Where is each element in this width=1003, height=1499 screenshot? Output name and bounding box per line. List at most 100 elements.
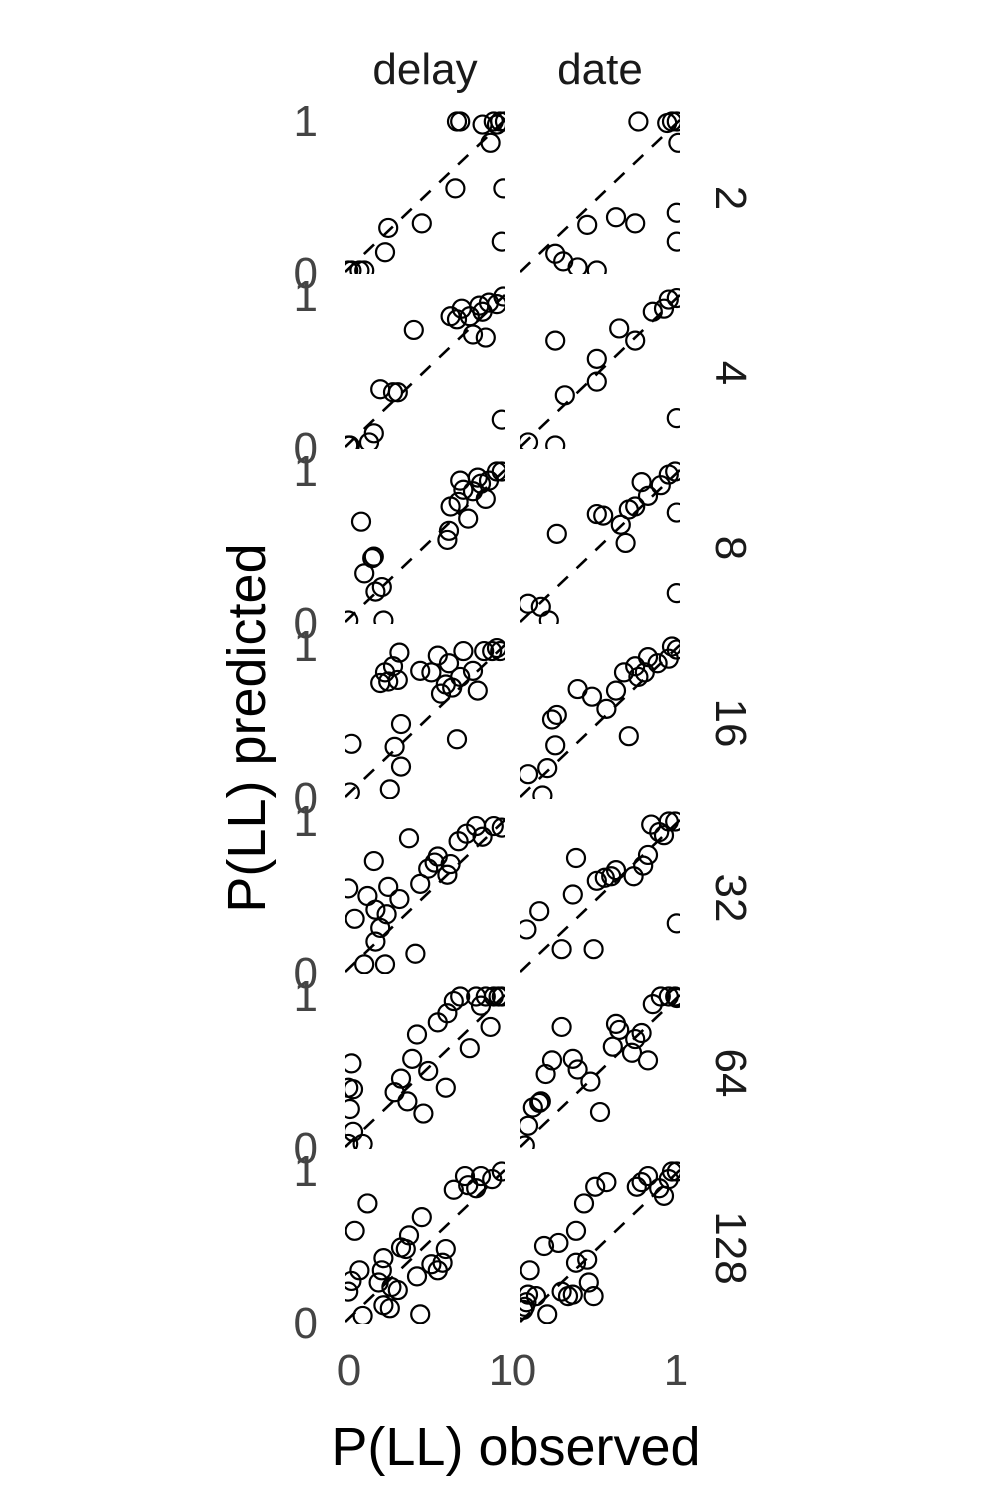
panel-date-128 [520, 1161, 680, 1324]
data-point [450, 111, 471, 132]
data-point [365, 899, 386, 920]
data-point [390, 713, 412, 735]
data-point [389, 642, 410, 663]
data-point [453, 479, 474, 500]
panel-delay-2 [345, 111, 505, 274]
data-point [446, 729, 468, 750]
data-point [349, 1260, 370, 1281]
data-point [637, 844, 659, 866]
data-point [437, 1003, 458, 1024]
data-point [567, 257, 588, 274]
data-point [438, 653, 460, 674]
data-point [406, 1024, 428, 1045]
y-tick-label: 0 [294, 1299, 318, 1348]
x-axis-title: P(LL) observed [331, 1417, 700, 1477]
panel-date-16 [520, 636, 680, 799]
identity-line [520, 294, 680, 448]
data-point [613, 662, 635, 683]
data-point [661, 1161, 680, 1182]
data-point [666, 639, 680, 660]
data-point [605, 680, 627, 701]
data-point [666, 987, 680, 1009]
data-point [483, 815, 504, 837]
data-point [467, 680, 488, 701]
data-point [389, 888, 410, 910]
data-point [418, 1060, 439, 1082]
data-point [443, 990, 464, 1012]
data-point [541, 1050, 563, 1071]
facet-row-label: 2 [706, 186, 755, 210]
panel-delay-128 [345, 1161, 505, 1324]
data-point [480, 1016, 501, 1038]
data-point [666, 408, 680, 429]
data-point [352, 1133, 373, 1149]
data-point [578, 1272, 599, 1293]
data-point [586, 260, 607, 274]
data-point [565, 1220, 587, 1241]
data-point [628, 111, 649, 132]
facet-row-label: 16 [706, 699, 755, 748]
data-point [666, 231, 680, 252]
panel-delay-64 [345, 986, 505, 1149]
facet-row-label: 8 [706, 536, 755, 560]
data-point [490, 640, 505, 662]
data-point [546, 523, 567, 544]
data-point [345, 1220, 365, 1241]
data-point [661, 111, 680, 132]
y-tick-label: 0 [294, 1124, 318, 1173]
data-point [435, 1077, 456, 1098]
data-point [450, 666, 471, 688]
data-point [605, 207, 627, 228]
data-point [605, 860, 627, 881]
data-point [520, 919, 537, 940]
data-point [601, 866, 622, 887]
data-point [562, 884, 583, 905]
data-point [352, 1305, 373, 1324]
data-point [435, 1238, 456, 1260]
identity-line [345, 119, 505, 273]
data-point [520, 1115, 539, 1136]
facet-row-label: 32 [706, 874, 755, 923]
data-point [345, 1079, 364, 1100]
data-point [411, 1207, 432, 1228]
data-point [533, 1235, 555, 1257]
data-point [653, 825, 675, 846]
data-point [472, 826, 493, 847]
identity-line [345, 1169, 505, 1323]
data-point [345, 782, 360, 799]
data-point [658, 811, 679, 832]
data-point [491, 409, 505, 430]
data-point [483, 986, 504, 1007]
data-point [545, 435, 566, 449]
data-point [462, 324, 484, 345]
data-point [438, 520, 460, 541]
data-point [647, 653, 668, 674]
x-tick-label: 0 [512, 1346, 536, 1395]
data-point [387, 669, 408, 691]
data-point [520, 1260, 540, 1281]
data-point [493, 286, 505, 307]
data-point [637, 485, 659, 506]
data-point [520, 764, 539, 785]
data-point [453, 640, 474, 662]
y-tick-label: 1 [294, 797, 318, 846]
data-point [427, 645, 448, 666]
data-point [397, 1091, 418, 1112]
y-tick-label: 0 [294, 774, 318, 823]
data-point [349, 260, 370, 274]
data-point [491, 461, 505, 482]
identity-line [345, 644, 505, 798]
data-point [354, 954, 375, 974]
x-tick-label: 1 [489, 1346, 513, 1395]
data-point [345, 1098, 360, 1120]
data-point [520, 1284, 539, 1305]
data-point [562, 1284, 583, 1305]
data-point [475, 327, 496, 348]
data-point [668, 132, 680, 153]
data-point [363, 423, 384, 444]
data-point [493, 178, 505, 199]
panel-delay-16 [345, 637, 505, 799]
data-point [459, 1038, 480, 1059]
